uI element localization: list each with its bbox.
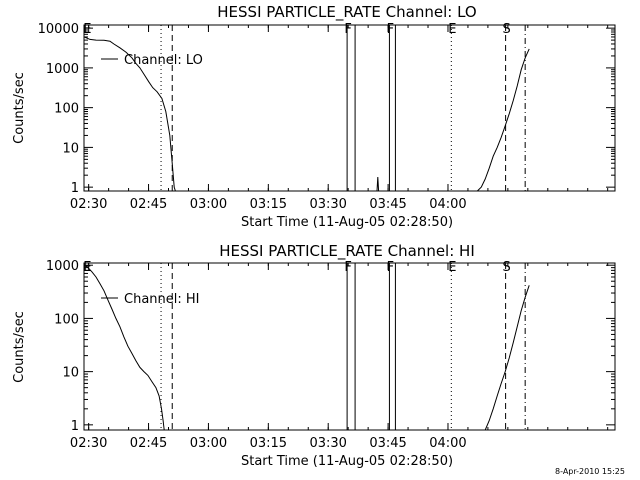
lo-plot-frame [83,24,616,192]
hi-y-ticks: 1 10 100 1000 [46,259,615,434]
marker-label: S [502,22,510,37]
series-line [484,285,530,431]
y-tick-label: 10 [62,141,79,156]
x-tick-label: 03:45 [369,197,406,212]
lo-x-ticks: 02:30 02:45 03:00 03:15 03:30 03:45 04:00 [70,25,609,212]
hi-legend-label: Channel: HI [124,292,200,307]
lo-panel-title: HESSI PARTICLE_RATE Channel: LO [217,3,476,22]
hi-legend: Channel: HI [101,292,200,307]
lo-legend: Channel: LO [101,53,203,68]
x-tick-label: 02:30 [70,197,107,212]
x-tick-label: 03:00 [190,436,227,451]
y-tick-label: 1000 [46,259,79,274]
lo-legend-label: Channel: LO [124,53,203,68]
date-stamp: 8-Apr-2010 15:25 [555,467,625,476]
series-line [476,48,530,192]
series-line [376,176,380,192]
y-tick-label: 10 [62,366,79,381]
hi-panel-title: HESSI PARTICLE_RATE Channel: HI [219,242,475,261]
marker-label: F [344,260,351,275]
hi-plot-frame [83,262,616,431]
lo-y-axis-label: Counts/sec [12,72,27,144]
hi-x-axis-label: Start Time (11-Aug-05 02:28:50) [241,454,453,469]
marker-label: F [344,22,351,37]
lo-y-ticks: 1 10 100 1000 10000 [38,22,615,196]
marker-label: F [387,260,394,275]
hi-x-ticks: 02:30 02:45 03:00 03:15 03:30 03:45 04:00 [70,263,609,451]
hi-series [84,264,530,431]
x-tick-label: 02:30 [70,436,107,451]
x-tick-label: 04:00 [429,197,466,212]
marker-label: E [448,260,456,275]
lo-channel-panel: HESSI PARTICLE_RATE Channel: LO 02:30 02:… [12,3,616,230]
marker-label: F [387,22,394,37]
x-tick-label: 02:45 [130,436,167,451]
x-tick-label: 02:45 [130,197,167,212]
x-tick-label: 04:00 [429,436,466,451]
y-tick-label: 100 [54,102,79,117]
marker-label: E [448,22,456,37]
y-tick-label: 1 [71,419,79,434]
y-tick-label: 1000 [46,62,79,77]
x-tick-label: 03:15 [250,436,287,451]
lo-series [84,36,530,192]
x-tick-label: 03:15 [250,197,287,212]
y-tick-label: 100 [54,312,79,327]
marker-label: E [83,22,91,37]
series-line [84,264,165,431]
x-tick-label: 03:30 [309,197,346,212]
x-tick-label: 03:30 [309,436,346,451]
marker-label: S [502,260,510,275]
hi-y-axis-label: Counts/sec [12,311,27,383]
lo-x-axis-label: Start Time (11-Aug-05 02:28:50) [241,215,453,230]
x-tick-label: 03:00 [190,197,227,212]
y-tick-label: 1 [71,181,79,196]
series-line [84,36,176,192]
hi-channel-panel: HESSI PARTICLE_RATE Channel: HI 02:30 02:… [12,242,616,469]
x-tick-label: 03:45 [369,436,406,451]
y-tick-label: 10000 [38,22,79,37]
